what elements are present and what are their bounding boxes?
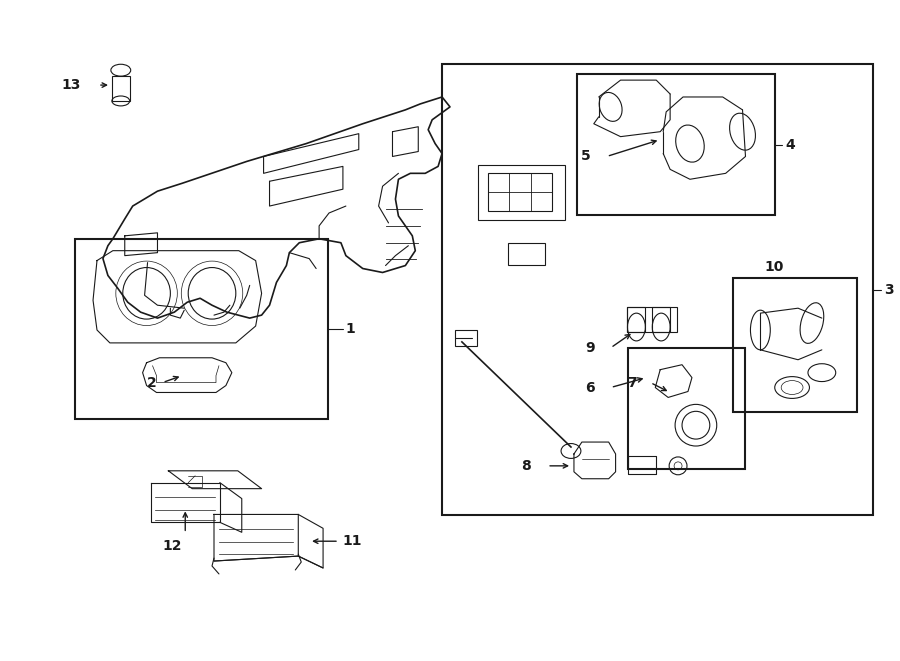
Text: 11: 11 bbox=[343, 534, 363, 548]
Text: 4: 4 bbox=[785, 137, 795, 151]
Bar bbox=[627, 307, 677, 332]
Bar bbox=[628, 348, 745, 469]
Text: 6: 6 bbox=[585, 381, 595, 395]
Text: 12: 12 bbox=[163, 539, 182, 553]
Bar bbox=[652, 307, 670, 332]
Bar bbox=[508, 243, 545, 264]
Bar bbox=[488, 173, 552, 211]
Text: 1: 1 bbox=[346, 322, 356, 336]
Text: 13: 13 bbox=[62, 78, 81, 92]
Bar bbox=[455, 330, 477, 346]
Bar bbox=[112, 76, 130, 101]
Text: 7: 7 bbox=[626, 375, 636, 389]
Bar bbox=[76, 239, 328, 419]
Text: 8: 8 bbox=[522, 459, 531, 473]
Bar bbox=[627, 307, 645, 332]
Bar bbox=[478, 165, 565, 220]
Text: 2: 2 bbox=[147, 375, 157, 389]
Text: 9: 9 bbox=[585, 341, 595, 355]
Bar bbox=[733, 278, 857, 412]
Text: 10: 10 bbox=[765, 260, 784, 274]
Text: 5: 5 bbox=[581, 149, 590, 163]
Bar bbox=[577, 74, 775, 215]
Text: 3: 3 bbox=[885, 283, 894, 297]
Bar bbox=[442, 64, 873, 516]
